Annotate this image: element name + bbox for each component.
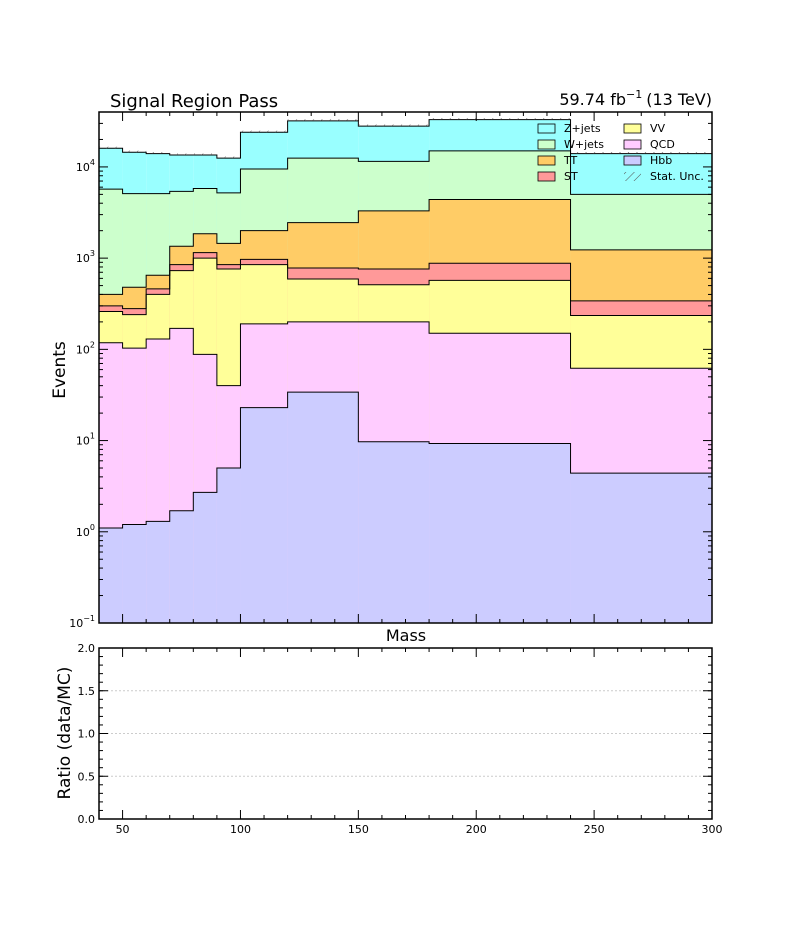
step-line-st bbox=[99, 252, 712, 310]
main-axes: 10−1 100 101 102 103 104 bbox=[69, 111, 713, 630]
legend-label-qcd: QCD bbox=[650, 138, 675, 151]
step-line-qcd bbox=[99, 321, 712, 387]
step-line-tt bbox=[99, 198, 712, 295]
legend-swatch-z-jets bbox=[537, 123, 556, 134]
stat-unc-band-4 bbox=[193, 153, 217, 156]
x-tick-label: 150 bbox=[348, 823, 369, 836]
legend-label-st: ST bbox=[564, 170, 578, 183]
stat-unc-band-7 bbox=[287, 119, 359, 121]
ratio-y-tick-label: 0.5 bbox=[78, 770, 96, 783]
luminosity-exponent: −1 bbox=[626, 88, 642, 101]
bar-hbb-5 bbox=[216, 468, 241, 623]
legend-swatch-st bbox=[537, 171, 556, 182]
chart-title: Signal Region Pass bbox=[110, 91, 278, 112]
stat-unc-band-0 bbox=[99, 146, 123, 149]
ratio-y-tick-label: 1.0 bbox=[78, 728, 96, 741]
legend-label-stat-unc-: Stat. Unc. bbox=[650, 170, 704, 183]
legend-swatch-tt bbox=[537, 155, 556, 166]
ratio-grid bbox=[99, 690, 712, 777]
legend-swatch-vv bbox=[623, 123, 642, 134]
bar-hbb-6 bbox=[240, 407, 288, 623]
x-tick-label: 50 bbox=[116, 823, 130, 836]
bar-hbb-1 bbox=[122, 524, 147, 623]
legend-label-vv: VV bbox=[650, 122, 666, 135]
energy-label: (13 TeV) bbox=[646, 90, 712, 109]
x-tick-label: 300 bbox=[702, 823, 723, 836]
stat-unc-band-6 bbox=[240, 130, 288, 133]
y-tick-label: 10−1 bbox=[69, 614, 95, 630]
step-line-hbb bbox=[99, 391, 712, 529]
luminosity-value: 59.74 fb bbox=[559, 90, 626, 109]
legend-swatch-hbb bbox=[623, 155, 642, 166]
stat-unc-band-9 bbox=[429, 118, 571, 120]
legend: Z+jets VV W+jets QCD TT Hbb ST Stat. Unc. bbox=[537, 122, 704, 183]
legend-swatch-qcd bbox=[623, 139, 642, 150]
x-tick-label: 200 bbox=[466, 823, 487, 836]
y-tick-label: 101 bbox=[76, 432, 95, 448]
stat-unc-band-10 bbox=[570, 152, 712, 154]
stack-area bbox=[99, 118, 712, 623]
y-tick-label: 100 bbox=[76, 523, 95, 539]
bar-hbb-2 bbox=[146, 521, 170, 623]
step-line-w-jets bbox=[99, 150, 712, 195]
ratio-y-tick-label: 0.0 bbox=[78, 813, 96, 826]
luminosity-label: 59.74 fb−1 (13 TeV) bbox=[559, 88, 712, 109]
bar-hbb-0 bbox=[99, 528, 123, 623]
legend-swatch-stat-unc- bbox=[624, 172, 641, 181]
legend-label-tt: TT bbox=[563, 154, 578, 167]
stat-unc-band-8 bbox=[358, 124, 430, 127]
stat-unc-band-3 bbox=[169, 153, 194, 156]
x-axis-label: Mass bbox=[386, 626, 426, 645]
series-hbb bbox=[99, 392, 712, 623]
ratio-y-tick-label: 2.0 bbox=[78, 642, 96, 655]
x-tick-label: 250 bbox=[584, 823, 605, 836]
stat-unc-band-5 bbox=[216, 156, 241, 159]
bar-hbb-8 bbox=[358, 441, 430, 623]
ratio-y-axis-label: Ratio (data/MC) bbox=[55, 667, 75, 800]
ratio-y-tick-label: 1.5 bbox=[78, 685, 96, 698]
bar-hbb-9 bbox=[429, 443, 571, 623]
bar-hbb-3 bbox=[169, 510, 194, 623]
bar-hbb-10 bbox=[570, 473, 712, 623]
stat-unc-band-2 bbox=[146, 152, 170, 154]
stat-unc-band-1 bbox=[122, 150, 147, 153]
bar-hbb-4 bbox=[193, 492, 217, 623]
legend-label-w-jets: W+jets bbox=[564, 138, 604, 151]
y-tick-label: 103 bbox=[76, 249, 95, 265]
legend-swatch-w-jets bbox=[537, 139, 556, 150]
y-tick-label: 102 bbox=[76, 340, 95, 356]
y-tick-label: 104 bbox=[76, 158, 95, 174]
legend-label-hbb: Hbb bbox=[650, 154, 672, 167]
legend-label-z-jets: Z+jets bbox=[564, 122, 601, 135]
y-axis-label: Events bbox=[50, 341, 70, 399]
bar-hbb-7 bbox=[287, 392, 359, 623]
ratio-axes: 0.0 0.5 1.0 1.5 2.0 50 100 150 200 250 300 bbox=[78, 642, 723, 836]
x-tick-label: 100 bbox=[230, 823, 251, 836]
